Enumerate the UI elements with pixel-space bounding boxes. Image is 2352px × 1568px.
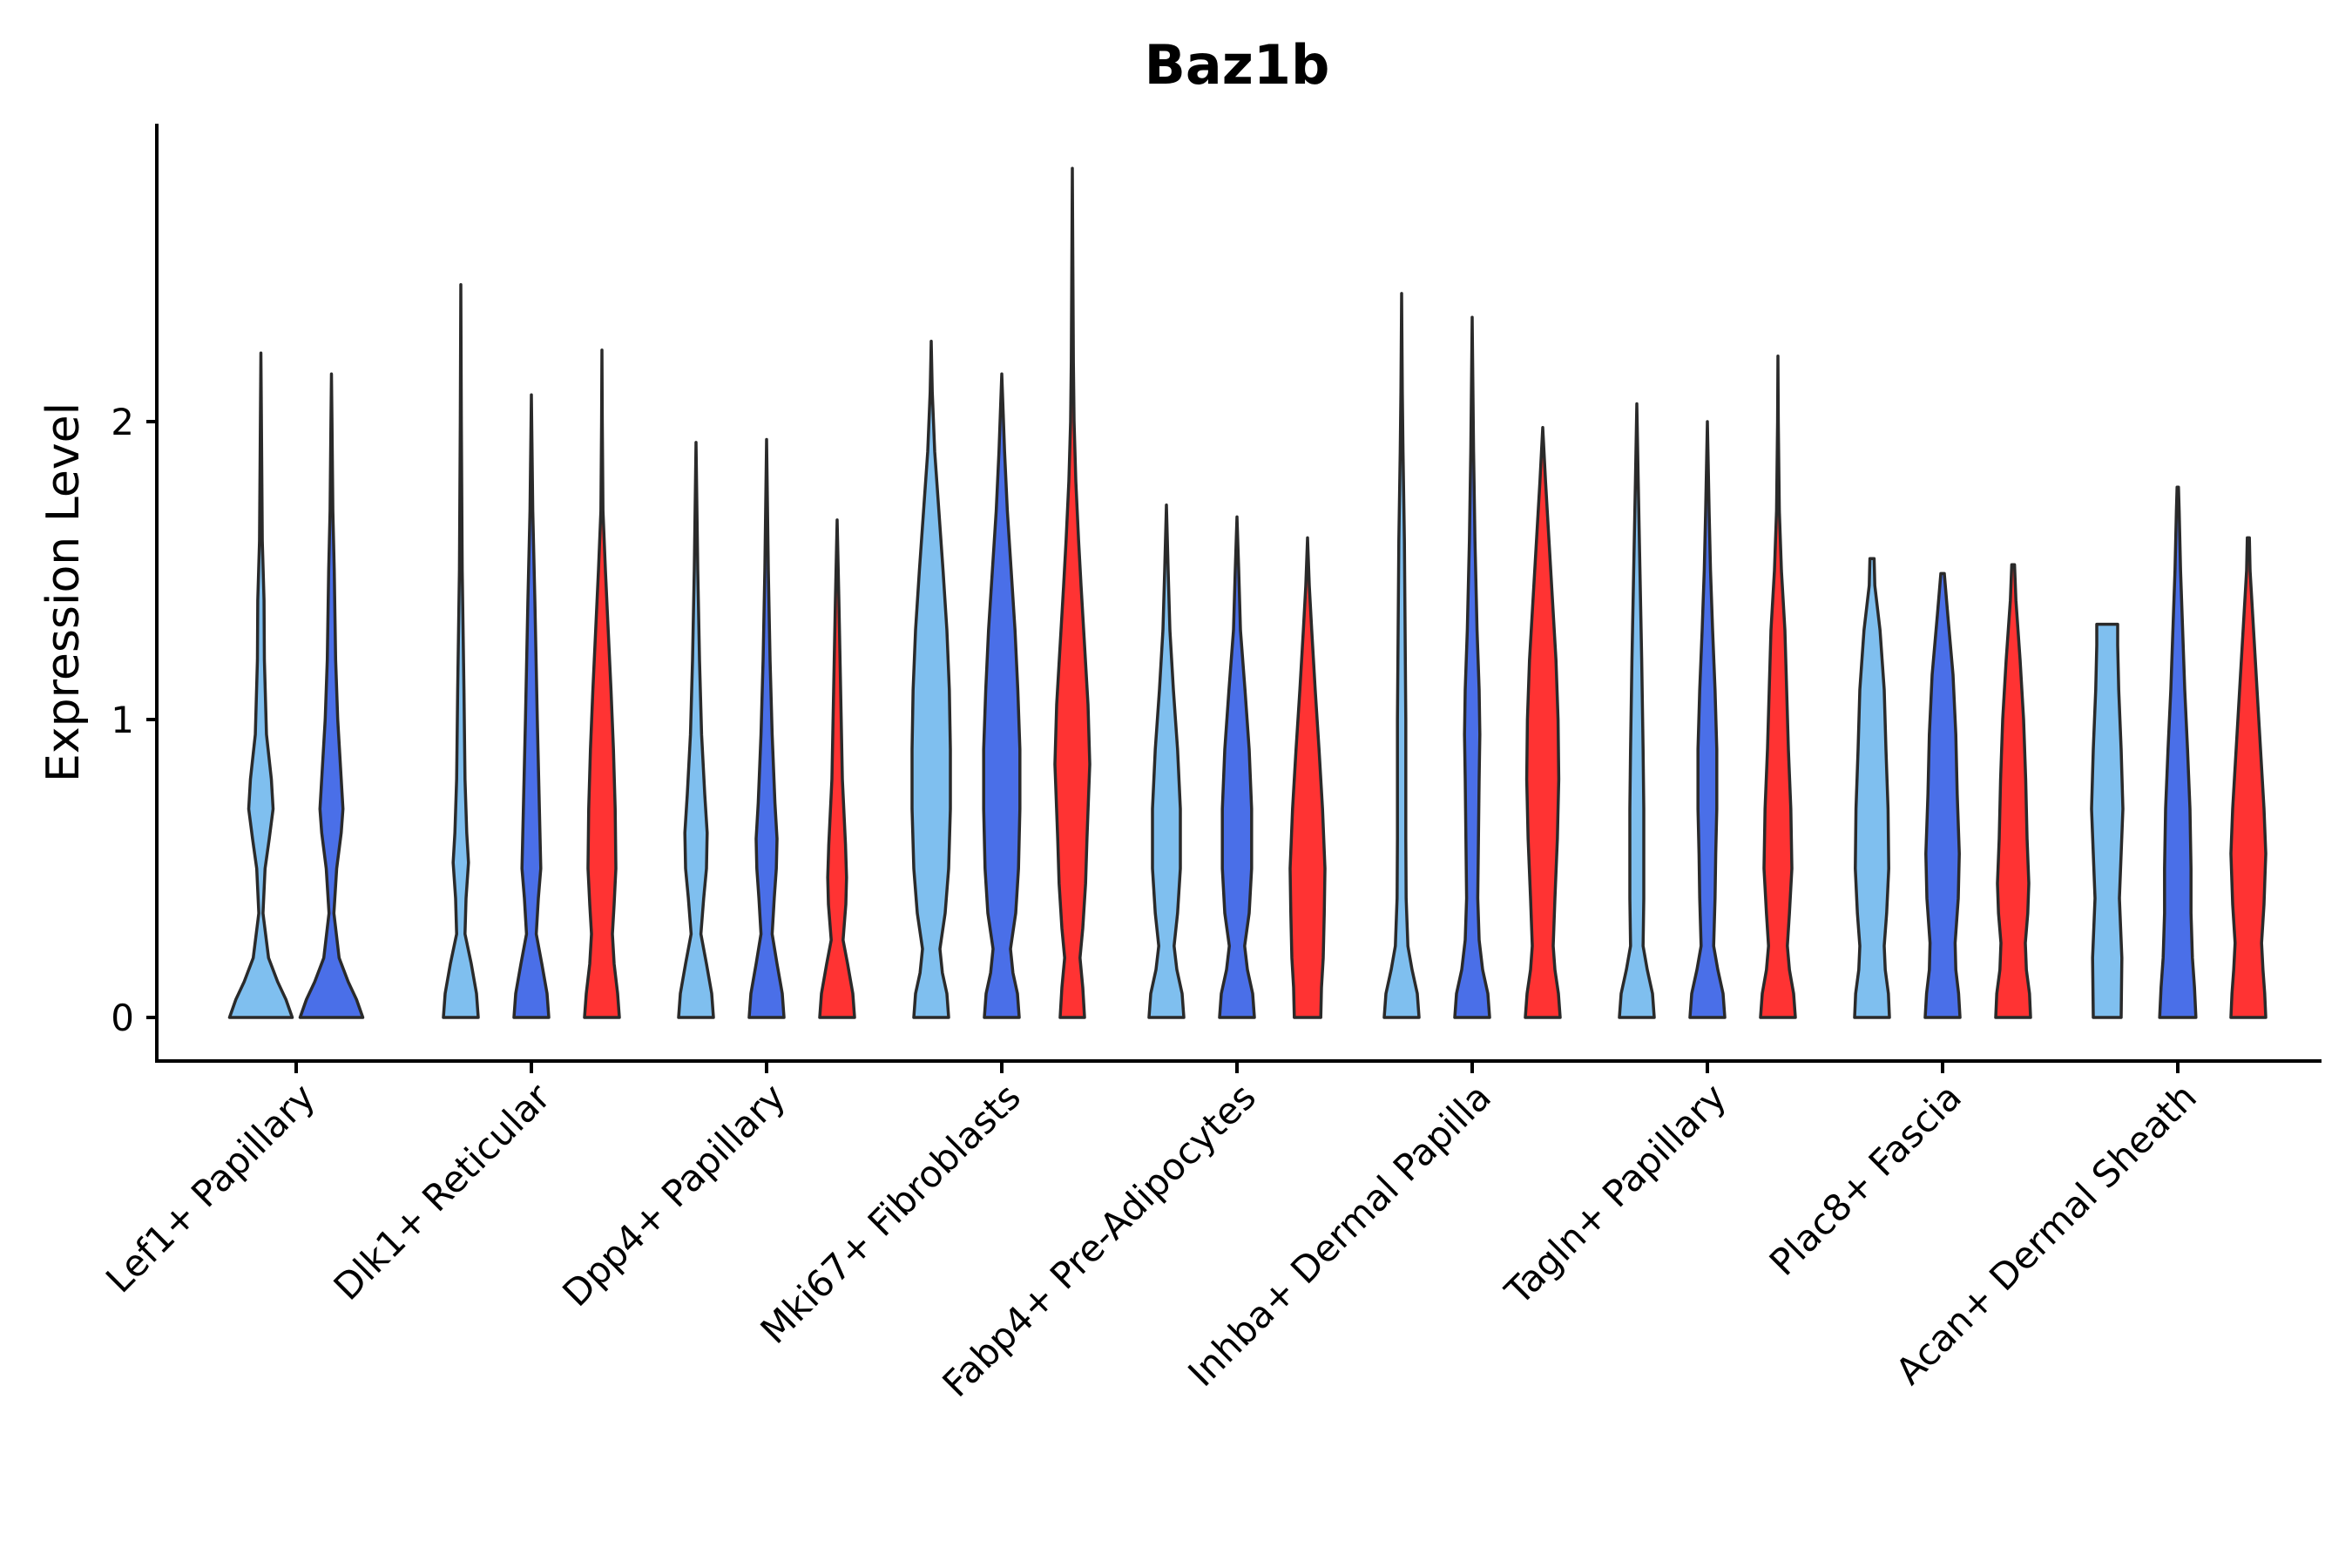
x-tick-label-3: Mki67+ Fibroblasts	[753, 1075, 1029, 1351]
x-tick-label-0: Lef1+ Papillary	[98, 1075, 323, 1301]
violin-plot-area	[227, 166, 2268, 1019]
violin-8-1	[1853, 557, 1891, 1019]
violin-4-1	[910, 339, 952, 1019]
y-tick-label-1: 1	[111, 699, 134, 741]
violin-8-3	[1994, 563, 2032, 1019]
x-tick-label-7: Plac8+ Fascia	[1761, 1075, 1970, 1283]
violin-2-3	[583, 348, 621, 1019]
violin-4-3	[1053, 166, 1092, 1019]
y-axis: 0 1 2	[111, 401, 157, 1039]
x-tick-label-1: Dlk1+ Reticular	[326, 1075, 559, 1308]
violin-3-2	[747, 437, 786, 1019]
violin-7-1	[1618, 402, 1656, 1019]
violin-6-1	[1382, 292, 1421, 1019]
violin-4-2	[982, 372, 1022, 1019]
violin-3-1	[677, 441, 715, 1019]
y-tick-label-2: 2	[111, 401, 134, 443]
violin-5-3	[1288, 536, 1327, 1019]
violin-2-2	[512, 393, 551, 1019]
violin-5-1	[1147, 504, 1186, 1019]
violin-2-1	[442, 282, 480, 1019]
x-tick-label-2: Dpp4+ Papillary	[554, 1075, 794, 1315]
violin-5-2	[1218, 515, 1256, 1019]
y-tick-label-0: 0	[111, 997, 134, 1039]
violin-7-3	[1759, 355, 1797, 1019]
violin-7-2	[1688, 420, 1727, 1019]
y-axis-label: Expression Level	[37, 402, 90, 782]
violin-6-2	[1453, 315, 1491, 1019]
violin-9-1	[2090, 622, 2125, 1019]
x-tick-label-6: Tagln+ Papillary	[1497, 1075, 1734, 1313]
violin-3-3	[818, 518, 856, 1019]
violin-6-3	[1524, 426, 1562, 1019]
violin-9-2	[2158, 485, 2198, 1019]
violin-8-2	[1923, 571, 1962, 1019]
violin-9-3	[2229, 536, 2268, 1019]
violin-1-2	[298, 372, 365, 1019]
violin-1-1	[227, 351, 294, 1019]
chart-title: Baz1b	[1145, 33, 1330, 97]
